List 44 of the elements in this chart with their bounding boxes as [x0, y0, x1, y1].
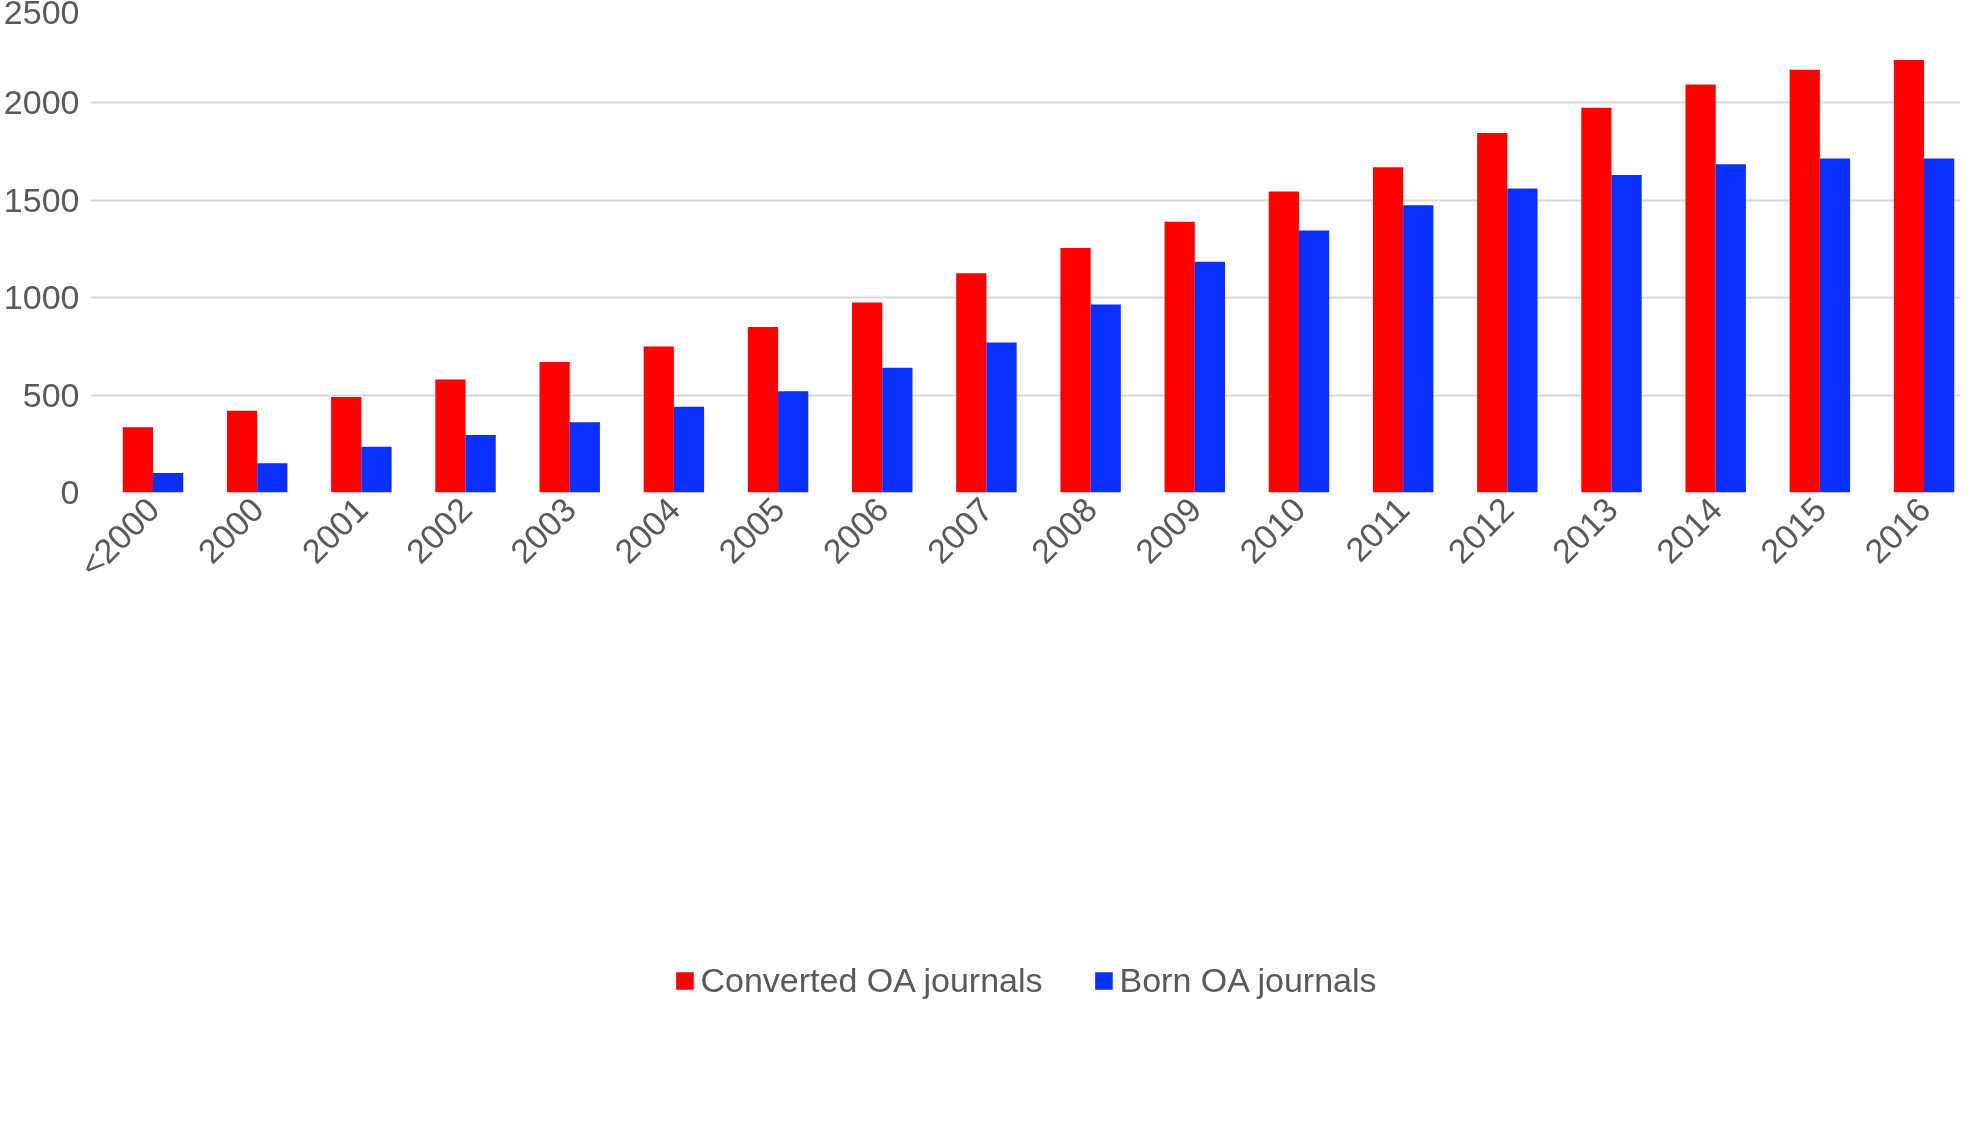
bar — [1819, 158, 1851, 493]
bar — [673, 406, 705, 493]
bar — [986, 342, 1017, 493]
y-tick-label: 500 — [22, 375, 80, 414]
bar — [1372, 167, 1404, 493]
y-tick-label: 2500 — [3, 0, 80, 31]
bar — [1298, 230, 1330, 493]
bar — [569, 422, 600, 493]
bar — [1685, 84, 1716, 493]
bar — [465, 435, 496, 493]
legend-label: Converted OA journals — [700, 960, 1043, 1000]
bar — [956, 273, 987, 493]
bar — [153, 473, 184, 493]
legend-label: Born OA journals — [1119, 960, 1377, 1000]
bar — [1924, 158, 1955, 493]
bar — [747, 326, 779, 493]
bar — [1268, 191, 1299, 493]
bar — [122, 427, 154, 493]
bar — [1164, 221, 1195, 493]
bar — [1090, 304, 1121, 493]
bar — [1060, 248, 1091, 493]
y-tick-label: 0 — [60, 473, 80, 511]
bar — [882, 367, 913, 493]
bar — [257, 463, 288, 493]
bar — [1715, 164, 1746, 493]
bar — [435, 379, 466, 493]
bar — [778, 391, 809, 493]
bar — [1507, 188, 1538, 493]
bar — [539, 361, 570, 493]
bar — [1581, 107, 1612, 493]
y-tick-label: 1000 — [3, 278, 80, 317]
bar — [1477, 133, 1508, 493]
bar — [1194, 261, 1225, 493]
bar — [643, 346, 674, 493]
bar — [1789, 69, 1820, 493]
bar — [1611, 174, 1642, 493]
bar — [331, 397, 362, 493]
bar — [1403, 205, 1434, 493]
y-tick-label: 2000 — [3, 83, 80, 122]
bar — [852, 302, 883, 493]
bar — [226, 410, 258, 493]
bar — [361, 446, 392, 493]
y-tick-label: 1500 — [3, 180, 80, 219]
bar — [1893, 60, 1925, 493]
